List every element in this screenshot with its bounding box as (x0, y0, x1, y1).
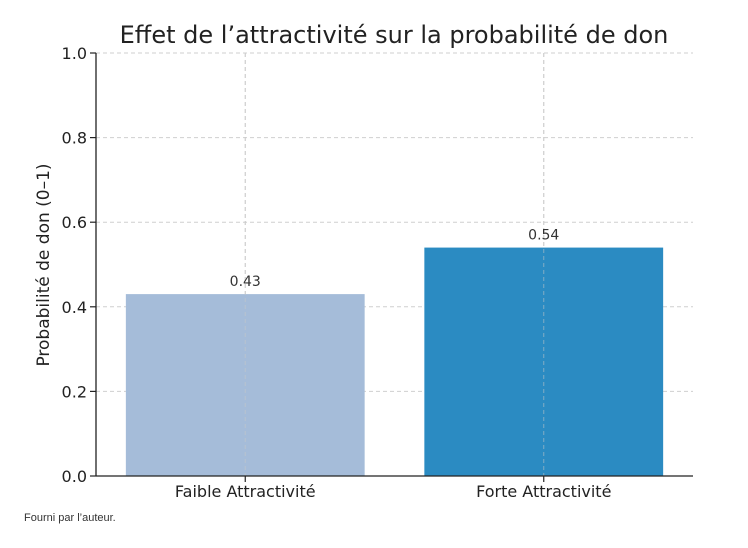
y-tick-label: 0.6 (62, 213, 87, 232)
y-tick-label: 0.8 (62, 129, 87, 148)
y-tick-label: 0.0 (62, 467, 87, 486)
chart-canvas: 0.0 0.2 0.4 0.6 0.8 1.0 0.43 0.54 Faible Attract… (0, 0, 748, 510)
x-tick-label: Forte Attractivité (476, 482, 611, 501)
bar-value-label: 0.54 (528, 228, 559, 244)
y-tick-label: 0.2 (62, 382, 87, 401)
bar-chart: 0.0 0.2 0.4 0.6 0.8 1.0 0.43 0.54 Faible Attract… (0, 0, 748, 510)
caption: Fourni par l’auteur. (24, 512, 116, 524)
bar-value-label: 0.43 (230, 274, 261, 290)
chart-title: Effet de l’attractivité sur la probabili… (120, 21, 669, 49)
y-tick-label: 1.0 (62, 44, 87, 63)
x-tick-label: Faible Attractivité (175, 482, 316, 501)
y-tick-label: 0.4 (62, 298, 87, 317)
bars (126, 53, 663, 476)
y-axis-label: Probabilité de don (0–1) (34, 163, 54, 366)
